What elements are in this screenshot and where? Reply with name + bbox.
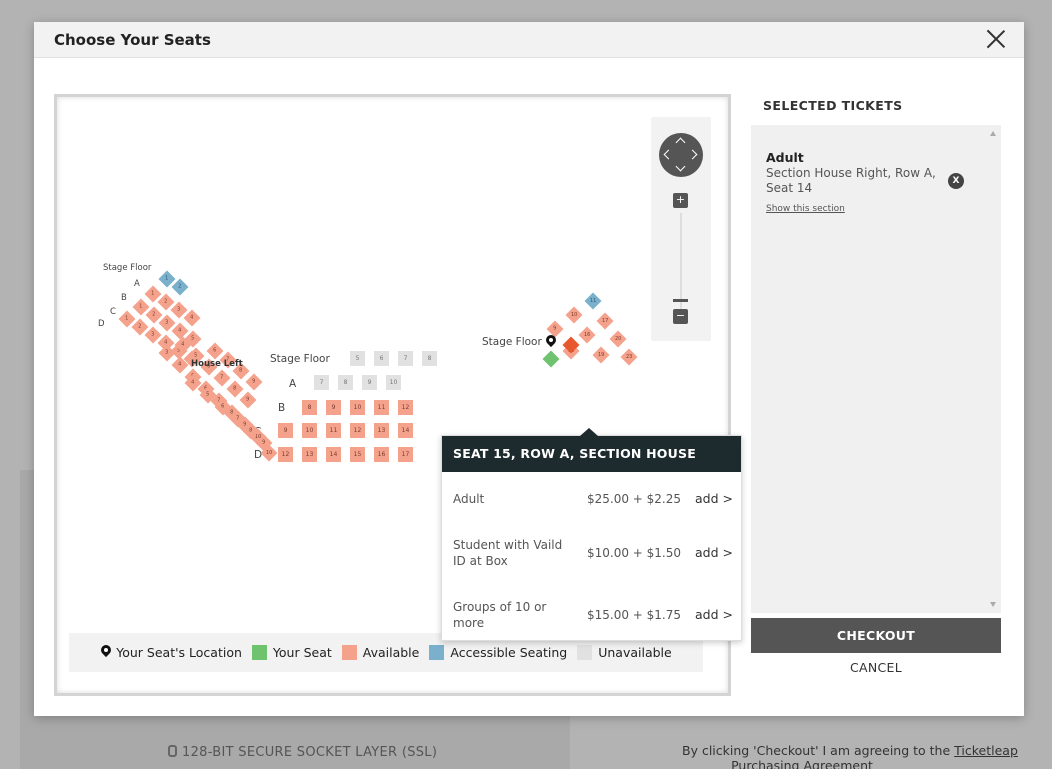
legend-available: Available <box>341 645 419 660</box>
row-label-b-left: B <box>121 293 127 303</box>
seat[interactable]: 11 <box>374 400 389 415</box>
seat[interactable]: 8 <box>302 400 317 415</box>
seat[interactable]: 19 <box>592 346 610 364</box>
row-label-b-center: B <box>278 402 286 414</box>
seat[interactable]: 2 <box>171 278 189 296</box>
seat[interactable]: 8 <box>226 380 244 398</box>
zoom-slider-handle[interactable] <box>673 299 688 302</box>
add-group-button[interactable]: add > <box>695 607 733 622</box>
seat[interactable]: 17 <box>398 447 413 462</box>
checkout-button[interactable]: CHECKOUT <box>751 618 1001 653</box>
seat[interactable]: 20 <box>609 330 627 348</box>
your-seat-swatch <box>251 645 267 660</box>
pan-left-icon[interactable] <box>663 149 674 160</box>
pan-right-icon[interactable] <box>687 149 698 160</box>
map-pin-icon <box>100 645 112 661</box>
seat[interactable]: 23 <box>620 348 638 366</box>
zoom-track[interactable] <box>680 213 682 311</box>
add-student-button[interactable]: add > <box>695 545 733 560</box>
accessible-swatch <box>429 645 445 660</box>
map-pin-icon <box>545 335 557 351</box>
stage-floor-label-center: Stage Floor <box>270 353 330 365</box>
zoom-control: + − <box>651 117 711 341</box>
legend-location: Your Seat's Location <box>100 645 242 661</box>
seat-map-canvas[interactable]: Stage Floor A B C D House Left Stage Flo… <box>57 97 728 693</box>
row-label-c-left: C <box>110 307 116 317</box>
seat[interactable]: 14 <box>398 423 413 438</box>
seat-location-pin <box>545 335 561 355</box>
legend-accessible: Accessible Seating <box>429 645 567 660</box>
seat[interactable]: 15 <box>350 447 365 462</box>
ticket-type: Adult <box>766 150 804 165</box>
seat: 10 <box>386 375 401 390</box>
selected-ticket-item: Adult Section House Right, Row A, Seat 1… <box>766 150 946 215</box>
scroll-up-icon[interactable] <box>990 131 996 136</box>
selected-tickets-list: Adult Section House Right, Row A, Seat 1… <box>751 125 1001 613</box>
seat[interactable]: 12 <box>398 400 413 415</box>
available-swatch <box>341 645 357 660</box>
zoom-out-button[interactable]: − <box>673 309 688 324</box>
seat[interactable]: 13 <box>302 447 317 462</box>
agreement-note: By clicking 'Checkout' I am agreeing to … <box>682 743 1018 769</box>
legend-unavailable: Unavailable <box>577 645 672 660</box>
row-label-a-center: A <box>289 378 297 390</box>
close-icon[interactable] <box>986 29 1006 49</box>
seat-price-popup: SEAT 15, ROW A, SECTION HOUSE RIGHT Adul… <box>441 428 742 641</box>
seat: 9 <box>362 375 377 390</box>
seat[interactable]: 4 <box>183 309 201 327</box>
modal-header: Choose Your Seats <box>34 22 1024 58</box>
seat: 8 <box>338 375 353 390</box>
add-adult-button[interactable]: add > <box>695 491 733 506</box>
seat[interactable]: 13 <box>374 423 389 438</box>
ticket-list-scrollbar[interactable] <box>985 125 1001 613</box>
seat[interactable]: 17 <box>596 312 614 330</box>
seat-legend: Your Seat's Location Your Seat Available… <box>69 633 703 672</box>
seat[interactable]: 9 <box>278 423 293 438</box>
scroll-down-icon[interactable] <box>990 602 996 607</box>
modal-title: Choose Your Seats <box>54 31 211 49</box>
seat[interactable]: 14 <box>326 447 341 462</box>
seat[interactable]: 9 <box>245 373 263 391</box>
seat: 7 <box>398 351 413 366</box>
pan-control[interactable] <box>659 133 703 177</box>
ssl-note: 128-BIT SECURE SOCKET LAYER (SSL) <box>168 745 437 760</box>
seat: 7 <box>314 375 329 390</box>
stage-floor-label-right: Stage Floor <box>482 336 542 348</box>
seat[interactable]: 9 <box>239 391 257 409</box>
pan-up-icon[interactable] <box>675 137 686 148</box>
seat-selection-modal: Choose Your Seats Stage Floor A B C D Ho… <box>34 22 1024 716</box>
seat[interactable]: 16 <box>374 447 389 462</box>
legend-your-seat: Your Seat <box>251 645 332 660</box>
seat[interactable]: 12 <box>278 447 293 462</box>
row-label-d-left: D <box>98 319 105 329</box>
seat[interactable]: 11 <box>326 423 341 438</box>
stage-floor-label-left: Stage Floor <box>103 263 152 273</box>
ticket-description: Section House Right, Row A, Seat 14 <box>766 166 936 195</box>
seat-map: Stage Floor A B C D House Left Stage Flo… <box>54 94 742 696</box>
unavailable-swatch <box>577 645 593 660</box>
section-label-house-left: House Left <box>191 359 243 369</box>
row-label-d-center: D <box>254 449 263 461</box>
lock-icon <box>168 745 177 757</box>
seat: 8 <box>422 351 437 366</box>
row-label-a-left: A <box>134 279 140 289</box>
show-section-link[interactable]: Show this section <box>766 204 845 214</box>
pan-down-icon[interactable] <box>675 161 686 172</box>
seat[interactable]: 7 <box>213 369 231 387</box>
seat[interactable]: 12 <box>350 423 365 438</box>
remove-icon[interactable]: X <box>948 173 964 189</box>
cancel-button[interactable]: CANCEL <box>849 660 903 675</box>
seat: 6 <box>374 351 389 366</box>
seat[interactable]: 9 <box>326 400 341 415</box>
seat: 5 <box>350 351 365 366</box>
seat[interactable]: 16 <box>578 326 596 344</box>
seat[interactable]: 10 <box>350 400 365 415</box>
seat[interactable]: 11 <box>584 292 602 310</box>
seat[interactable]: 10 <box>302 423 317 438</box>
selected-tickets-title: SELECTED TICKETS <box>763 98 903 113</box>
zoom-in-button[interactable]: + <box>673 193 688 208</box>
seat[interactable]: 10 <box>565 306 583 324</box>
popup-title: SEAT 15, ROW A, SECTION HOUSE RIGHT <box>442 428 741 497</box>
ticketleap-link[interactable]: Ticketleap <box>954 743 1018 758</box>
